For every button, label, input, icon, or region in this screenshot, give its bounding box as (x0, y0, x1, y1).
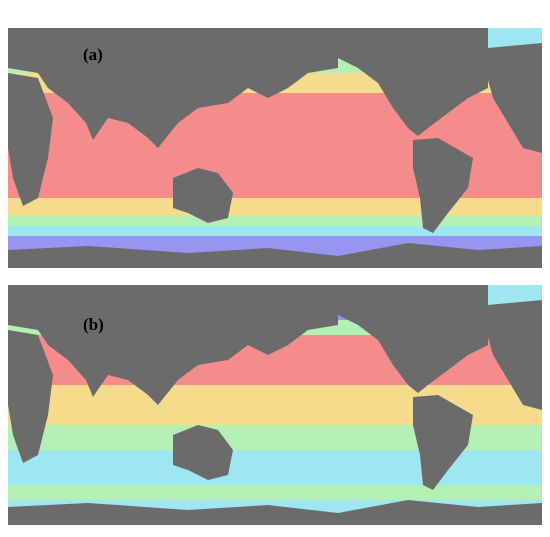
panel-b: (b) (8, 285, 542, 525)
panel-a: (a) (8, 28, 542, 268)
ocean-band (8, 226, 542, 238)
panel-label: (b) (83, 315, 104, 334)
ocean-band (8, 198, 542, 218)
ocean-band (8, 485, 542, 500)
panel-label: (a) (83, 45, 103, 64)
ocean-band (8, 216, 542, 228)
